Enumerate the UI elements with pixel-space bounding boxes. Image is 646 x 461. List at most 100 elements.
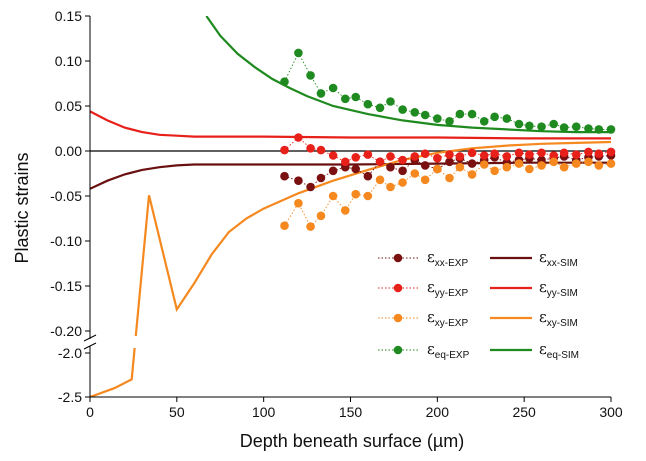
point-xy-exp-20	[514, 159, 524, 168]
legend-label-xy-sim: εxy-SIM	[539, 308, 578, 329]
legend-label-xx-sim: εxx-SIM	[539, 248, 578, 269]
point-xx-exp-7	[363, 171, 373, 181]
point-eq-exp-18	[490, 112, 499, 122]
point-xy-exp-13	[433, 164, 442, 174]
series-line-yy-sim	[90, 110, 611, 140]
point-yy-exp-4	[328, 151, 338, 160]
point-xx-exp-16	[467, 159, 477, 168]
point-xx-exp-0	[280, 171, 289, 181]
break-mask	[90, 337, 130, 350]
point-eq-exp-23	[549, 119, 558, 129]
point-eq-exp-2	[306, 71, 315, 80]
point-xx-exp-1	[294, 176, 303, 185]
y-upper-tick-label-5: -0.10	[50, 233, 82, 249]
point-eq-exp-13	[433, 114, 442, 123]
simulation-curves	[90, 16, 611, 397]
y-upper-tick-label-2: 0.05	[55, 98, 82, 114]
point-xy-exp-24	[559, 162, 569, 172]
y-axis-title: Plastic strains	[12, 152, 32, 263]
legend-label-eq-sim: εeq-SIM	[539, 340, 579, 361]
point-eq-exp-0	[280, 77, 289, 86]
point-eq-exp-21	[525, 121, 534, 131]
point-xy-exp-25	[571, 159, 581, 168]
point-eq-exp-26	[584, 124, 593, 133]
point-xy-exp-1	[294, 198, 303, 208]
point-yy-exp-7	[363, 150, 373, 159]
y-upper-tick-label-6: -0.15	[50, 278, 82, 294]
point-eq-exp-1	[294, 48, 303, 58]
series-line-xy-sim	[90, 140, 611, 397]
x-axis-title: Depth beneath surface (µm)	[240, 431, 464, 451]
point-eq-exp-25	[571, 122, 581, 131]
point-yy-exp-15	[455, 152, 465, 161]
y-upper-tick-label-3: 0.00	[55, 143, 82, 159]
y-upper-tick-label-0: 0.15	[55, 8, 82, 24]
point-yy-exp-11	[410, 152, 420, 161]
point-xy-exp-8	[375, 175, 385, 185]
point-yy-exp-23	[549, 151, 558, 160]
point-yy-exp-24	[559, 148, 569, 158]
point-eq-exp-17	[479, 117, 489, 126]
point-yy-exp-9	[386, 152, 395, 161]
point-yy-exp-5	[340, 157, 350, 167]
legend-label-yy-sim: εyy-SIM	[539, 278, 578, 299]
point-eq-exp-27	[594, 125, 604, 134]
point-xy-exp-15	[455, 162, 465, 172]
point-yy-exp-20	[514, 148, 524, 158]
point-yy-exp-28	[606, 147, 616, 157]
point-xy-exp-7	[363, 191, 373, 201]
x-tick-label-0: 0	[86, 404, 94, 420]
axis-break-mark-bottom	[83, 342, 97, 350]
point-yy-exp-13	[433, 153, 442, 163]
point-xy-exp-22	[537, 161, 546, 170]
point-xy-exp-6	[351, 189, 361, 199]
point-xy-exp-12	[420, 175, 430, 185]
point-xy-exp-21	[525, 164, 534, 174]
point-yy-exp-25	[571, 150, 581, 159]
legend-label-yy-exp: εyy-EXP	[427, 278, 468, 299]
x-tick-label-3: 150	[339, 404, 363, 420]
point-yy-exp-10	[398, 155, 407, 165]
point-yy-exp-16	[467, 148, 477, 158]
point-xx-exp-10	[398, 166, 407, 176]
axes: 0.15 0.10 0.05 0.00 -0.05 -0.10 -0.15 -0.20 -2.0…	[50, 8, 623, 420]
point-xy-exp-0	[280, 221, 289, 230]
y-upper-tick-label-7: -0.20	[50, 323, 82, 339]
point-xy-exp-27	[594, 161, 604, 170]
point-eq-exp-6	[351, 92, 361, 102]
point-yy-exp-14	[445, 150, 454, 159]
point-xy-exp-28	[606, 159, 616, 168]
legend-label-xx-exp: εxx-EXP	[427, 248, 468, 269]
point-xy-exp-4	[328, 191, 338, 201]
point-xy-exp-10	[398, 178, 407, 187]
point-xx-exp-4	[328, 166, 338, 176]
point-eq-exp-3	[316, 89, 326, 98]
series-line-xx-sim	[90, 161, 611, 190]
point-eq-exp-5	[340, 94, 350, 104]
point-yy-exp-0	[280, 145, 289, 155]
point-yy-exp-18	[490, 149, 499, 158]
point-eq-exp-28	[606, 125, 616, 134]
legend-label-eq-exp: εeq-EXP	[427, 340, 470, 361]
x-tick-label-1: 50	[169, 404, 185, 420]
point-eq-exp-19	[502, 114, 512, 123]
point-eq-exp-9	[386, 97, 395, 106]
axis-break-mark-top	[83, 334, 97, 342]
legend-marker-yy-exp	[393, 283, 403, 293]
point-xx-exp-12	[420, 161, 430, 170]
point-xy-exp-18	[490, 166, 499, 176]
point-eq-exp-14	[445, 117, 454, 126]
point-yy-exp-21	[525, 150, 534, 159]
point-yy-exp-2	[306, 144, 315, 153]
point-eq-exp-11	[410, 108, 420, 117]
point-yy-exp-27	[594, 149, 604, 158]
point-eq-exp-24	[559, 123, 569, 132]
x-tick-label-2: 100	[252, 404, 276, 420]
point-xy-exp-26	[584, 157, 593, 167]
legend-label-xy-exp: εxy-EXP	[427, 308, 468, 329]
point-xy-exp-2	[306, 222, 315, 231]
experimental-points	[280, 48, 616, 231]
y-lower-tick-label-0: -2.0	[58, 345, 82, 361]
point-eq-exp-20	[514, 119, 524, 129]
